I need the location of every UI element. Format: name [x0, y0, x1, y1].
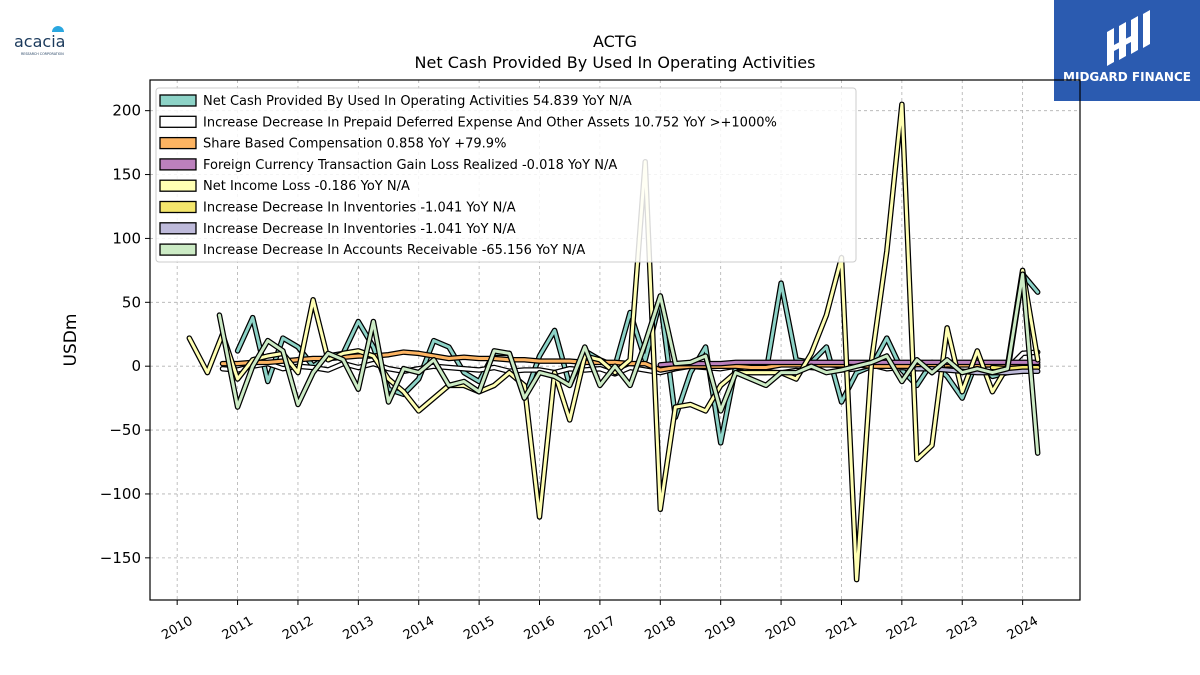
x-tick-label: 2012	[280, 614, 316, 644]
midgard-emblem-icon	[1107, 10, 1150, 66]
x-tick-label: 2018	[642, 614, 678, 644]
x-tick-label: 2017	[582, 614, 618, 644]
x-tick-label: 2013	[341, 614, 377, 644]
x-tick-label: 2016	[522, 614, 558, 644]
x-tick-label: 2014	[401, 614, 437, 644]
legend-swatch	[159, 158, 197, 171]
series-3	[219, 349, 1041, 373]
plot-frame	[149, 79, 1081, 601]
brand-name: MIDGARD FINANCE	[1063, 70, 1191, 84]
x-tick-label: 2022	[884, 614, 920, 644]
legend-swatch	[159, 200, 197, 214]
logo-subtext: RESEARCH CORPORATION	[21, 52, 64, 56]
y-tick-label: −50	[109, 421, 141, 439]
x-tick-label: 2015	[461, 614, 497, 644]
chart-title: ACTG	[593, 32, 637, 51]
legend-swatch	[159, 179, 197, 192]
y-tick-label: 100	[112, 229, 141, 247]
y-axis-ticks: 200 150 100 50 0 −50 −100 −150	[100, 102, 150, 567]
x-tick-label: 2024	[1005, 614, 1041, 644]
legend-entry: Increase Decrease In Accounts Receivable…	[203, 243, 585, 258]
series-line	[221, 350, 1040, 372]
x-axis-ticks: 2010 2011 2012 2013 2014 2015 2016 2017 2018 2019…	[159, 600, 1041, 643]
y-tick-label: −100	[100, 485, 141, 503]
legend-swatch	[159, 222, 197, 235]
legend: Net Cash Provided By Used In Operating A…	[155, 87, 857, 263]
x-tick-label: 2019	[703, 614, 739, 644]
legend-entry: Increase Decrease In Inventories -1.041 …	[203, 222, 516, 237]
legend-box	[155, 87, 857, 263]
legend-entry: Foreign Currency Transaction Gain Loss R…	[203, 158, 617, 173]
y-tick-label: 150	[112, 166, 141, 184]
legend-entry: Net Income Loss -0.186 YoY N/A	[203, 179, 410, 194]
legend-entry: Share Based Compensation 0.858 YoY +79.9…	[203, 137, 506, 152]
series-8	[216, 271, 1041, 456]
legend-swatch	[159, 136, 197, 150]
legend-entry: Increase Decrease In Prepaid Deferred Ex…	[203, 115, 777, 130]
x-tick-label: 2010	[159, 614, 195, 644]
x-tick-label: 2020	[763, 614, 799, 644]
y-tick-label: 200	[112, 102, 141, 120]
y-axis-label: USDm	[61, 314, 81, 367]
logo-wordmark: acacia	[14, 32, 65, 51]
legend-swatch	[159, 94, 197, 107]
x-tick-label: 2021	[824, 614, 860, 644]
midgard-finance-logo: MIDGARD FINANCE	[1054, 0, 1200, 101]
legend-swatch	[159, 115, 197, 128]
y-tick-label: 0	[131, 357, 141, 375]
y-tick-label: −150	[100, 549, 141, 567]
x-tick-label: 2023	[944, 614, 980, 644]
series-lines	[186, 101, 1041, 583]
chart-subtitle: Net Cash Provided By Used In Operating A…	[415, 53, 816, 72]
legend-swatch	[159, 243, 197, 256]
y-tick-label: 50	[122, 293, 141, 311]
logo-arc-icon	[52, 26, 64, 32]
series-line	[217, 272, 1040, 455]
x-tick-label: 2011	[220, 614, 256, 644]
acacia-logo: acacia RESEARCH CORPORATION	[12, 26, 82, 58]
legend-entry: Net Cash Provided By Used In Operating A…	[203, 94, 632, 109]
legend-entry: Increase Decrease In Inventories -1.041 …	[203, 201, 516, 216]
